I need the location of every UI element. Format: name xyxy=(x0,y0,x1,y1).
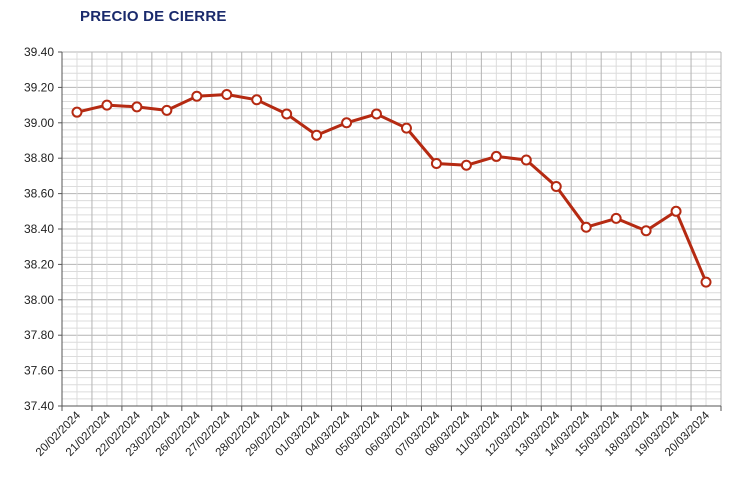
data-point xyxy=(610,212,622,224)
data-point xyxy=(400,122,412,134)
data-point xyxy=(371,108,383,120)
y-tick-label: 38.00 xyxy=(24,293,54,307)
y-tick-label: 38.60 xyxy=(24,187,54,201)
x-axis-tick-labels: 20/02/202421/02/202422/02/202423/02/2024… xyxy=(34,409,713,459)
data-point xyxy=(341,117,353,129)
data-point xyxy=(251,94,263,106)
data-points xyxy=(71,88,712,288)
data-point xyxy=(670,205,682,217)
y-tick-label: 37.60 xyxy=(24,364,54,378)
y-tick-label: 39.40 xyxy=(24,45,54,59)
data-point xyxy=(311,129,323,141)
y-tick-label: 38.20 xyxy=(24,257,54,271)
chart-title: PRECIO DE CIERRE xyxy=(80,8,227,25)
data-point xyxy=(161,104,173,116)
y-tick-label: 38.40 xyxy=(24,222,54,236)
data-point xyxy=(191,90,203,102)
data-point xyxy=(221,88,233,100)
data-point xyxy=(580,221,592,233)
data-point xyxy=(520,154,532,166)
data-point xyxy=(101,99,113,111)
data-point xyxy=(71,106,83,118)
y-tick-label: 37.40 xyxy=(24,399,54,413)
data-point xyxy=(430,158,442,170)
y-axis-tick-labels: 37.40 37.60 37.80 38.00 38.20 38.40 38.60 38.80… xyxy=(24,45,54,413)
series-line xyxy=(75,93,708,284)
y-tick-label: 39.00 xyxy=(24,116,54,130)
data-point xyxy=(640,225,652,237)
data-point xyxy=(281,108,293,120)
series-line-path xyxy=(75,93,708,284)
data-point xyxy=(700,276,712,288)
y-tick-label: 38.80 xyxy=(24,151,54,165)
data-point xyxy=(460,159,472,171)
data-point xyxy=(131,101,143,113)
axes xyxy=(58,51,722,411)
y-tick-label: 39.20 xyxy=(24,80,54,94)
grid-lines xyxy=(61,51,722,407)
data-point xyxy=(490,150,502,162)
data-point xyxy=(550,181,562,193)
y-tick-label: 37.80 xyxy=(24,328,54,342)
